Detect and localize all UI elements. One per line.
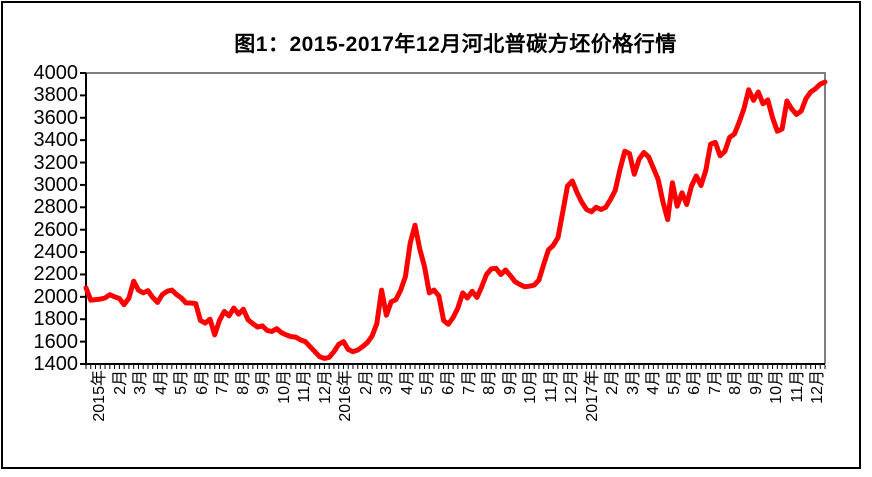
x-axis-label: 11月 <box>788 370 806 403</box>
x-axis-label: 5月 <box>419 370 437 395</box>
x-axis-label: 3月 <box>132 370 150 395</box>
x-axis-label: 6月 <box>193 370 211 395</box>
x-axis-label: 5月 <box>173 370 191 395</box>
x-axis-label: 4月 <box>398 370 416 395</box>
y-axis-label: 2200 <box>33 263 79 286</box>
x-axis-label: 12月 <box>316 370 334 404</box>
x-axis-label: 9月 <box>747 370 765 395</box>
x-axis-label: 2月 <box>111 370 129 395</box>
x-axis-label: 9月 <box>501 370 519 395</box>
x-axis-label: 2017年 <box>583 370 601 422</box>
x-axis-label: 11月 <box>296 370 314 403</box>
x-axis-label: 4月 <box>152 370 170 395</box>
x-axis-label: 7月 <box>214 370 232 395</box>
x-axis-label: 7月 <box>706 370 724 395</box>
x-axis-label: 12月 <box>809 370 827 404</box>
price-line <box>83 79 828 361</box>
chart-title: 图1：2015-2017年12月河北普碳方坯价格行情 <box>234 33 677 56</box>
x-axis-label: 5月 <box>665 370 683 395</box>
y-axis-label: 2600 <box>33 218 79 241</box>
x-axis-label: 11月 <box>542 370 560 403</box>
x-axis-label: 6月 <box>686 370 704 395</box>
x-axis-label: 12月 <box>563 370 581 404</box>
x-axis-label: 6月 <box>439 370 457 395</box>
y-axis-label: 3600 <box>33 106 79 129</box>
x-axis-label: 10月 <box>522 370 540 404</box>
x-axis-label: 2015年 <box>91 370 108 422</box>
x-axis-label: 8月 <box>234 370 252 395</box>
chart-frame <box>1 1 861 469</box>
y-axis-label: 3400 <box>33 129 79 152</box>
x-axis-label: 8月 <box>727 370 745 395</box>
x-axis-label: 2月 <box>604 370 622 395</box>
y-axis-label: 2000 <box>33 285 79 308</box>
y-axis-label: 1400 <box>33 353 79 375</box>
x-axis-label: 4月 <box>645 370 663 395</box>
x-axis-label: 2016年 <box>337 370 355 422</box>
y-axis-label: 1800 <box>33 308 79 331</box>
x-axis-label: 10月 <box>768 370 786 404</box>
y-axis-label: 4000 <box>33 62 79 84</box>
y-axis-label: 3800 <box>33 84 79 107</box>
y-axis-label: 3200 <box>33 151 79 174</box>
x-axis-label: 7月 <box>460 370 478 395</box>
x-axis-label: 3月 <box>624 370 642 395</box>
x-axis-label: 10月 <box>275 370 293 404</box>
x-axis-label: 2月 <box>357 370 375 395</box>
y-axis-label: 3000 <box>33 173 79 196</box>
x-axis-label: 3月 <box>378 370 396 395</box>
x-axis-label: 8月 <box>481 370 499 395</box>
y-axis-label: 2400 <box>33 241 79 264</box>
y-axis-label: 2800 <box>33 196 79 219</box>
x-axis-label: 9月 <box>255 370 273 395</box>
y-axis-label: 1600 <box>33 330 79 353</box>
